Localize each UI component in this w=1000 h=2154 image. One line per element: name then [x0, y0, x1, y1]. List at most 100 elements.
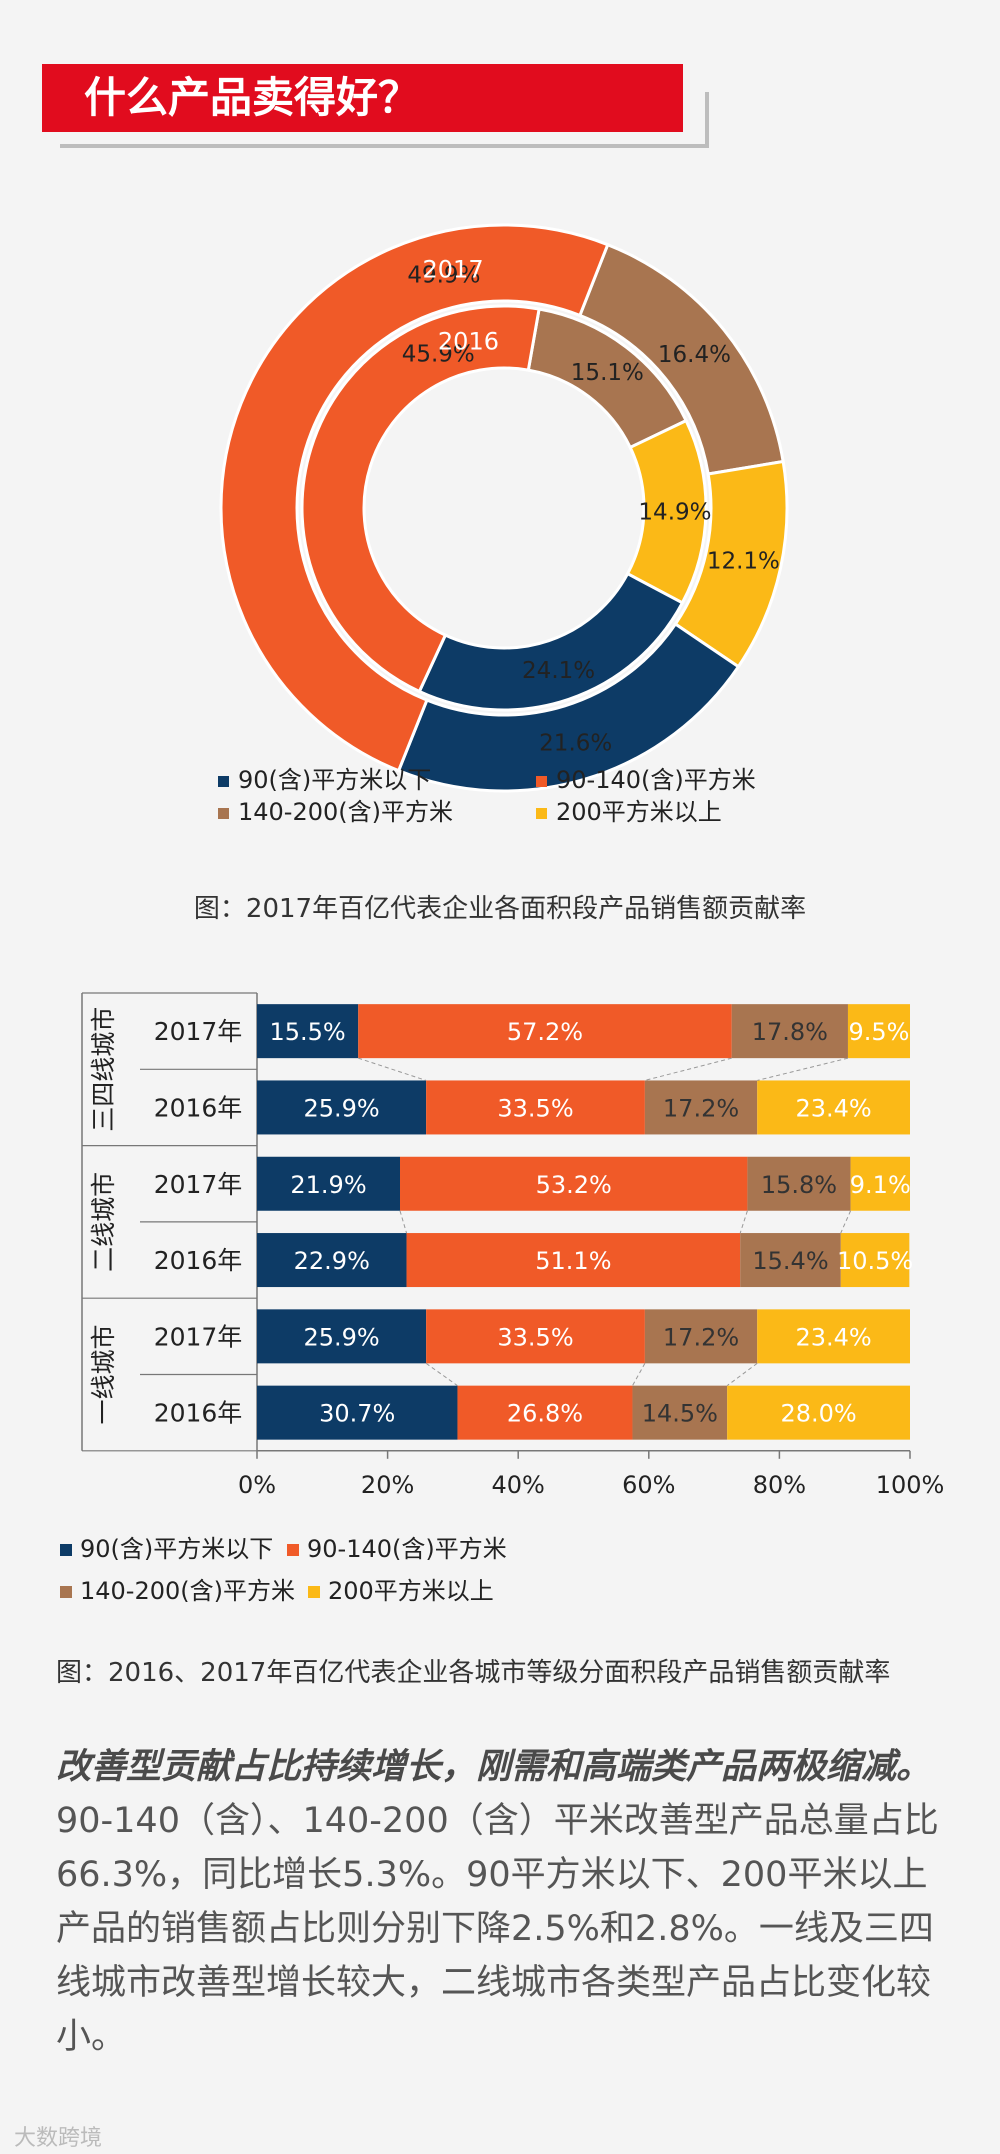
bar-value-label: 23.4% — [795, 1094, 871, 1122]
bar-value-label: 17.8% — [752, 1018, 828, 1046]
row-year-label: 2017年 — [154, 1170, 243, 1199]
bar-segment-3-0 — [257, 1233, 407, 1288]
legend-label: 200平方米以上 — [556, 798, 722, 826]
legend-swatch — [218, 808, 229, 819]
legend-label: 140-200(含)平方米 — [238, 798, 453, 826]
donut-ring-label-2016: 2016 — [438, 328, 499, 356]
bar-value-label: 33.5% — [497, 1323, 573, 1351]
bar-segment-0-3 — [847, 1004, 910, 1059]
connector-line — [358, 1057, 427, 1081]
bar-value-label: 23.4% — [795, 1323, 871, 1351]
donut-slice-2016-1 — [300, 304, 541, 694]
connector-line — [739, 1210, 748, 1234]
bar-value-label: 9.1% — [850, 1171, 911, 1199]
bar-segment-4-1 — [426, 1309, 645, 1364]
bar-segment-2-2 — [747, 1156, 851, 1211]
bar-value-label: 15.4% — [752, 1247, 828, 1275]
connector-line — [399, 1210, 408, 1234]
row-year-label: 2017年 — [154, 1322, 243, 1351]
legend-label: 90(含)平方米以下 — [238, 766, 431, 794]
bar-segment-4-3 — [757, 1309, 910, 1364]
connector-line — [644, 1057, 732, 1081]
x-tick-label: 60% — [622, 1471, 675, 1499]
legend-swatch — [218, 776, 229, 787]
bar-value-label: 15.8% — [761, 1171, 837, 1199]
legend-swatch — [60, 1586, 72, 1598]
legend-swatch — [536, 776, 547, 787]
summary-text: 90-140（含）、140-200（含）平米改善型产品总量占比66.3%，同比增… — [56, 1801, 939, 2057]
bar-segment-2-1 — [400, 1156, 748, 1211]
donut-slice-2017-1 — [219, 223, 610, 773]
bar-segment-0-1 — [358, 1004, 732, 1059]
bar-segment-0-0 — [257, 1004, 359, 1059]
donut-value-label: 24.1% — [522, 658, 595, 684]
page-title: 什么产品卖得好？ — [42, 64, 683, 132]
bar-segment-1-0 — [257, 1080, 427, 1135]
bar-segment-1-1 — [426, 1080, 645, 1135]
donut-value-label: 49.9% — [407, 262, 480, 288]
donut-chart: 16.4% 12.1% 21.6% 49.9%2017 15.1% 14.9% 24.1% 4… — [218, 223, 789, 826]
legend-swatch — [287, 1544, 299, 1556]
summary-lead: 改善型贡献占比持续增长，刚需和高端类产品两极缩减。 — [56, 1747, 932, 1787]
bar-value-label: 26.8% — [507, 1400, 583, 1428]
bar-value-label: 22.9% — [294, 1247, 370, 1275]
bar-value-label: 17.2% — [663, 1323, 739, 1351]
legend-label: 140-200(含)平方米 — [80, 1577, 295, 1605]
legend-label: 90(含)平方米以下 — [80, 1535, 273, 1563]
bar-segment-5-2 — [632, 1385, 728, 1440]
bar-segment-2-0 — [257, 1156, 401, 1211]
bar-value-label: 30.7% — [319, 1400, 395, 1428]
bar-value-label: 53.2% — [536, 1171, 612, 1199]
bar-value-label: 14.5% — [642, 1400, 718, 1428]
legend-label: 90-140(含)平方米 — [307, 1535, 507, 1563]
bar-segment-0-2 — [731, 1004, 848, 1059]
donut-value-label: 21.6% — [539, 730, 612, 756]
donut-value-label: 16.4% — [658, 342, 731, 368]
bar-segment-3-3 — [840, 1233, 910, 1288]
x-tick-label: 40% — [492, 1471, 545, 1499]
legend-label: 200平方米以上 — [328, 1577, 494, 1605]
bar-segment-3-2 — [740, 1233, 841, 1288]
legend-label: 90-140(含)平方米 — [556, 766, 756, 794]
group-label: 二线城市 — [89, 1172, 118, 1272]
bar-segment-1-3 — [757, 1080, 910, 1135]
x-tick-label: 20% — [361, 1471, 414, 1499]
legend-swatch — [536, 808, 547, 819]
donut-caption: 图：2017年百亿代表企业各面积段产品销售额贡献率 — [193, 894, 807, 924]
connector-line — [726, 1362, 758, 1387]
bar-value-label: 15.5% — [269, 1018, 345, 1046]
bar-segment-2-3 — [850, 1156, 910, 1211]
bar-value-label: 25.9% — [303, 1323, 379, 1351]
row-year-label: 2016年 — [154, 1246, 243, 1275]
bar-value-label: 51.1% — [535, 1247, 611, 1275]
bar-value-label: 17.2% — [663, 1094, 739, 1122]
bar-segment-4-2 — [644, 1309, 758, 1364]
donut-ring-label-2017: 2017 — [423, 255, 484, 283]
bar-value-label: 57.2% — [507, 1018, 583, 1046]
group-label: 一线城市 — [89, 1324, 118, 1424]
row-year-label: 2016年 — [154, 1093, 243, 1122]
bar-segment-5-0 — [257, 1385, 458, 1440]
bar-value-label: 28.0% — [780, 1400, 856, 1428]
legend-swatch — [60, 1544, 72, 1556]
connector-line — [632, 1363, 646, 1386]
connector-line — [840, 1210, 852, 1234]
watermark: 大数跨境 — [14, 2126, 103, 2151]
summary-paragraph: 改善型贡献占比持续增长，刚需和高端类产品两极缩减。 90-140（含）、140-2… — [56, 1740, 956, 2064]
row-year-label: 2016年 — [154, 1399, 243, 1428]
bar-value-label: 33.5% — [497, 1094, 573, 1122]
bar-value-label: 10.5% — [837, 1247, 913, 1275]
legend-swatch — [308, 1586, 320, 1598]
bar-segment-5-3 — [727, 1385, 910, 1440]
donut-value-label: 15.1% — [571, 360, 644, 386]
x-tick-label: 80% — [753, 1471, 806, 1499]
bar-segment-3-1 — [406, 1233, 741, 1288]
bar-segment-5-1 — [457, 1385, 633, 1440]
donut-value-label: 45.9% — [402, 342, 475, 368]
title-banner-frame — [60, 92, 709, 148]
donut-value-label: 12.1% — [707, 548, 780, 574]
bar-caption: 图：2016、2017年百亿代表企业各城市等级分面积段产品销售额贡献率 — [56, 1658, 891, 1688]
bar-value-label: 21.9% — [290, 1171, 366, 1199]
row-year-label: 2017年 — [154, 1017, 243, 1046]
